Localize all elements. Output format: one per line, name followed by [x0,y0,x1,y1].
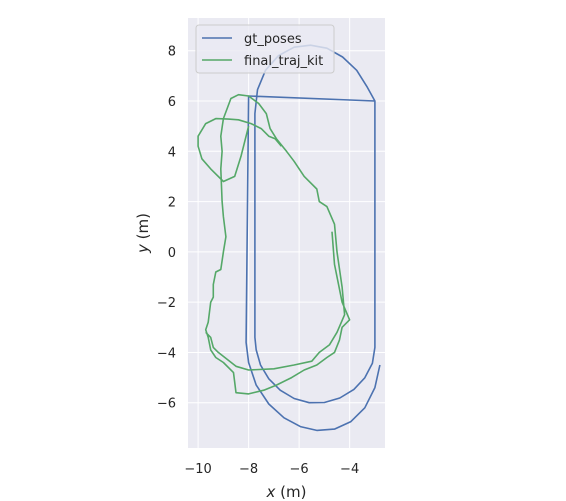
plot-area [188,18,385,448]
x-axis-label: x (m) [266,483,307,501]
x-axis-variable: x [266,483,276,501]
y-tick-label: −4 [157,346,176,361]
y-tick-labels: −6 −4 −2 0 2 4 6 8 [157,45,176,412]
x-tick-labels: −10 −8 −6 −4 [184,462,359,477]
legend-box [195,24,335,74]
y-axis-variable: y [134,243,152,254]
x-axis-unit: (m) [280,483,306,501]
x-tick-label: −8 [239,462,258,477]
x-tick-label: −4 [340,462,359,477]
y-tick-label: 2 [168,196,176,211]
y-tick-label: −2 [157,296,176,311]
legend-label-gt-poses: gt_poses [244,32,302,47]
y-axis-unit: (m) [134,213,152,239]
series-line-segment-2 [197,117,283,183]
y-tick-label: 6 [168,95,176,110]
y-tick-label: 4 [168,145,176,160]
series-line-final-traj-kit [204,93,351,395]
legend-label-final-traj-kit: final_traj_kit [244,54,323,69]
y-tick-label: −6 [157,397,176,412]
y-axis-label: y (m) [134,213,152,254]
y-tick-label: 0 [168,246,176,261]
x-tick-label: −10 [184,462,211,477]
legend: gt_poses final_traj_kit [195,24,335,74]
x-tick-label: −6 [290,462,309,477]
y-tick-label: 8 [168,45,176,60]
